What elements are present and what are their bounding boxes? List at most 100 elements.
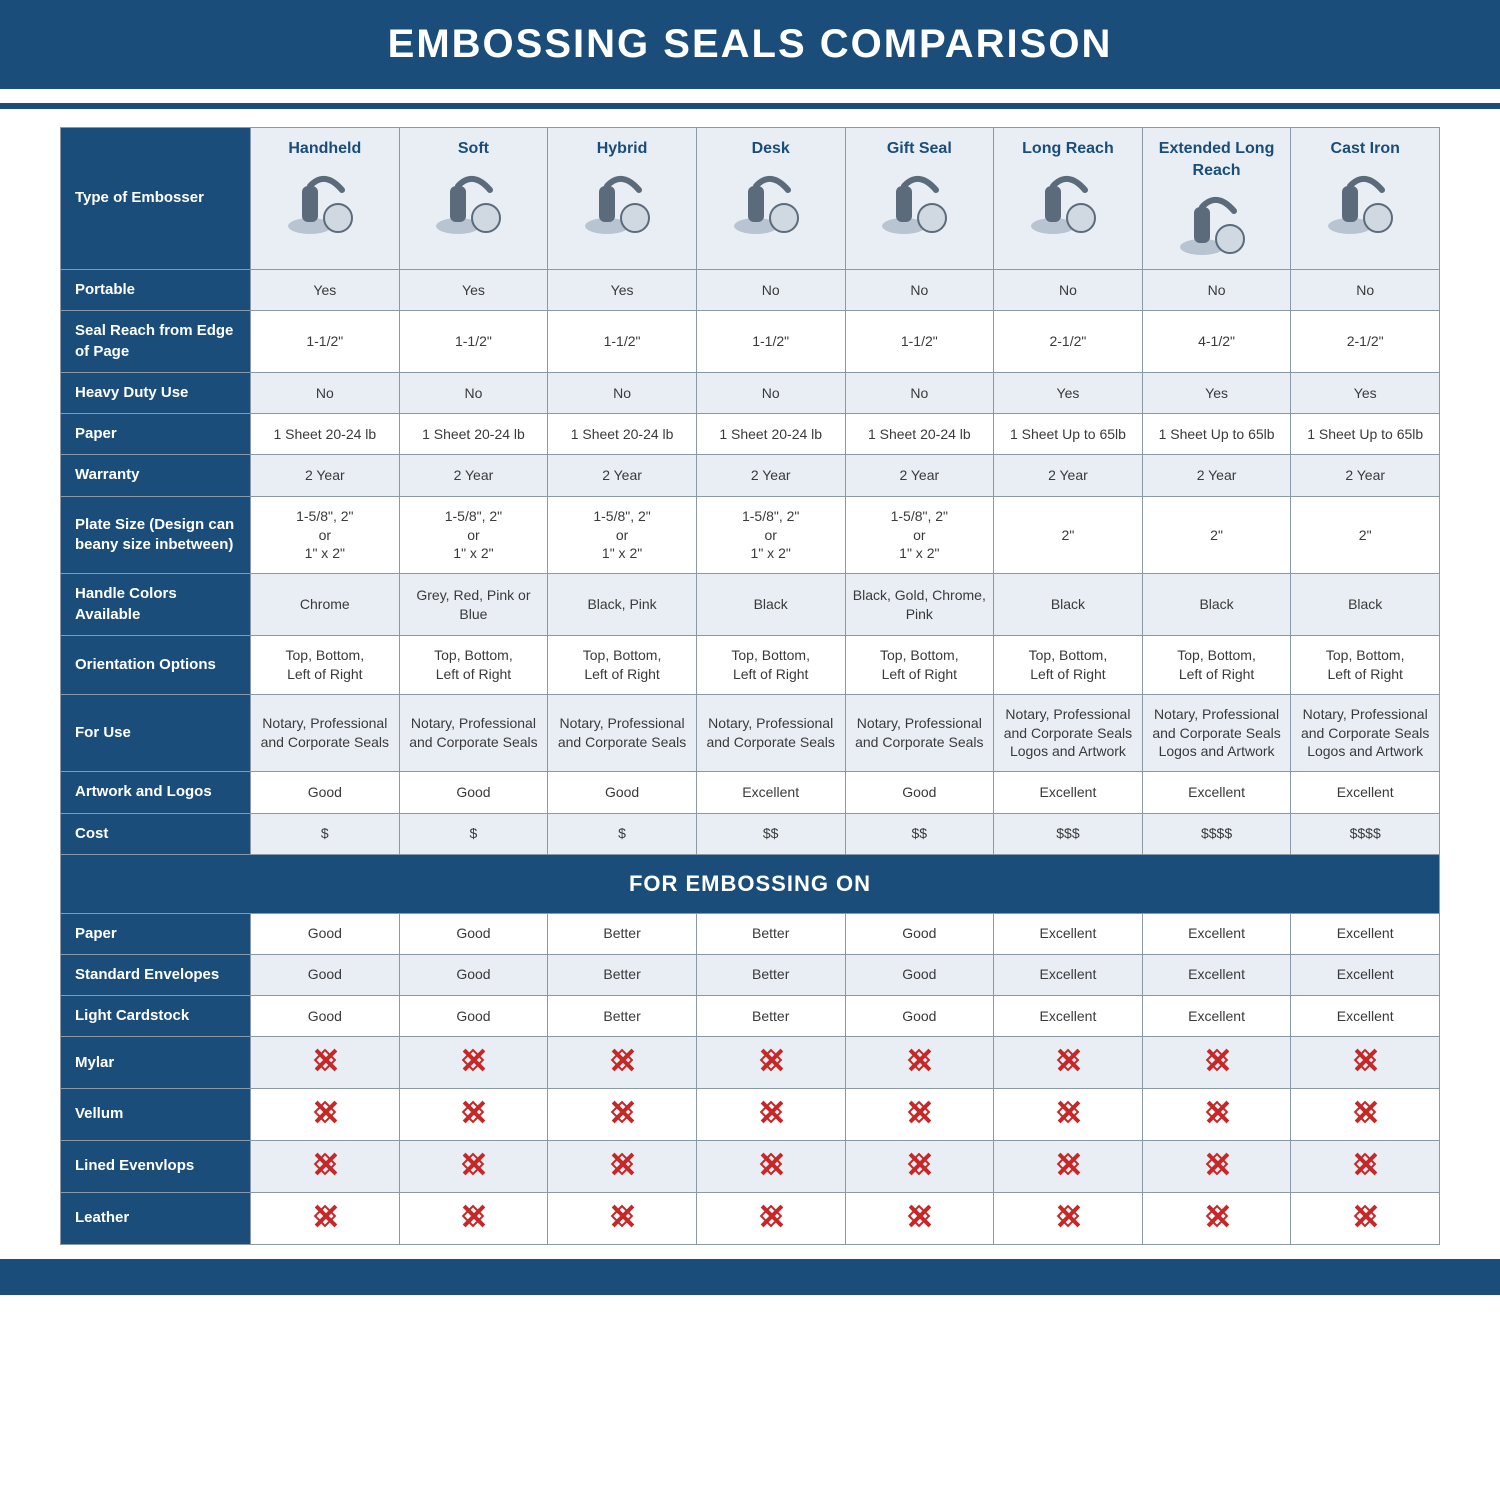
row-label: Heavy Duty Use [61, 372, 251, 413]
column-name: Extended Long Reach [1149, 138, 1285, 181]
row-label: Seal Reach from Edge of Page [61, 311, 251, 373]
table-cell: Black [994, 574, 1143, 636]
table-cell [251, 1192, 400, 1244]
table-row: Light CardstockGoodGoodBetterBetterGoodE… [61, 996, 1440, 1037]
table-cell: Good [845, 954, 994, 995]
table-row: Seal Reach from Edge of Page 1-1/2"1-1/2"… [61, 311, 1440, 373]
row-label: Artwork and Logos [61, 772, 251, 813]
not-suitable-icon [312, 1203, 338, 1229]
table-cell: Better [548, 954, 697, 995]
not-suitable-icon [460, 1203, 486, 1229]
table-cell: Good [845, 772, 994, 813]
not-suitable-icon [906, 1203, 932, 1229]
table-cell [1142, 1141, 1291, 1193]
table-cell: Notary, Professional and Corporate Seals [696, 694, 845, 772]
not-suitable-icon [758, 1203, 784, 1229]
table-cell: Excellent [1142, 913, 1291, 954]
not-suitable-icon [460, 1151, 486, 1177]
not-suitable-icon [1352, 1047, 1378, 1073]
table-cell: Top, Bottom,Left of Right [548, 635, 697, 694]
table-cell [845, 1089, 994, 1141]
not-suitable-icon [460, 1099, 486, 1125]
table-row: Lined Evenvlops [61, 1141, 1440, 1193]
table-cell: Top, Bottom,Left of Right [845, 635, 994, 694]
table-cell [696, 1141, 845, 1193]
table-cell [399, 1089, 548, 1141]
table-cell: 2 Year [845, 455, 994, 496]
table-cell [399, 1192, 548, 1244]
not-suitable-icon [758, 1151, 784, 1177]
table-cell: 1-1/2" [696, 311, 845, 373]
table-cell: Excellent [1291, 913, 1440, 954]
table-cell: 1 Sheet 20-24 lb [696, 414, 845, 455]
table-cell: Black, Gold, Chrome, Pink [845, 574, 994, 636]
table-cell [548, 1037, 697, 1089]
table-cell: Good [251, 772, 400, 813]
table-cell: No [845, 270, 994, 311]
not-suitable-icon [312, 1047, 338, 1073]
table-cell [251, 1037, 400, 1089]
not-suitable-icon [312, 1151, 338, 1177]
table-row: Warranty2 Year2 Year2 Year2 Year2 Year2 … [61, 455, 1440, 496]
table-cell: 1 Sheet Up to 65lb [994, 414, 1143, 455]
table-cell: Excellent [696, 772, 845, 813]
table-cell: Excellent [994, 954, 1143, 995]
table-cell: 2" [1291, 496, 1440, 574]
column-header: Hybrid [548, 128, 697, 270]
table-cell: Top, Bottom,Left of Right [696, 635, 845, 694]
table-cell [1291, 1037, 1440, 1089]
table-cell: Top, Bottom,Left of Right [994, 635, 1143, 694]
column-name: Long Reach [1000, 138, 1136, 160]
table-cell: Yes [994, 372, 1143, 413]
table-row: Cost$$$$$$$$$$$$$$$$$$ [61, 813, 1440, 854]
table-cell: Excellent [1291, 954, 1440, 995]
table-cell: No [399, 372, 548, 413]
table-cell: Good [399, 913, 548, 954]
table-cell: 1-1/2" [845, 311, 994, 373]
column-header: Extended Long Reach [1142, 128, 1291, 270]
table-cell [696, 1037, 845, 1089]
table-cell: Excellent [994, 772, 1143, 813]
not-suitable-icon [1352, 1151, 1378, 1177]
table-row: PortableYesYesYesNoNoNoNoNo [61, 270, 1440, 311]
table-cell: No [1142, 270, 1291, 311]
not-suitable-icon [1055, 1047, 1081, 1073]
table-cell: Top, Bottom,Left of Right [251, 635, 400, 694]
table-cell: Yes [548, 270, 697, 311]
row-label: Portable [61, 270, 251, 311]
table-cell: Good [251, 996, 400, 1037]
not-suitable-icon [1055, 1203, 1081, 1229]
table-cell: $$$$ [1291, 813, 1440, 854]
table-cell [994, 1192, 1143, 1244]
not-suitable-icon [460, 1047, 486, 1073]
table-cell: No [548, 372, 697, 413]
table-cell: 1 Sheet 20-24 lb [845, 414, 994, 455]
row-label: Standard Envelopes [61, 954, 251, 995]
table-cell: Notary, Professional and Corporate Seals [399, 694, 548, 772]
not-suitable-icon [758, 1047, 784, 1073]
table-cell: Good [399, 772, 548, 813]
table-cell: Better [548, 913, 697, 954]
not-suitable-icon [758, 1099, 784, 1125]
table-cell [548, 1089, 697, 1141]
not-suitable-icon [609, 1151, 635, 1177]
table-cell [994, 1089, 1143, 1141]
table-row: Standard EnvelopesGoodGoodBetterBetterGo… [61, 954, 1440, 995]
table-cell: 2 Year [1142, 455, 1291, 496]
row-label: Vellum [61, 1089, 251, 1141]
table-cell: Notary, Professional and Corporate Seals… [1142, 694, 1291, 772]
row-label: Cost [61, 813, 251, 854]
table-cell: 2-1/2" [994, 311, 1143, 373]
table-cell [696, 1192, 845, 1244]
not-suitable-icon [1204, 1203, 1230, 1229]
table-cell: 2 Year [548, 455, 697, 496]
table-cell [1291, 1141, 1440, 1193]
column-name: Desk [703, 138, 839, 160]
table-cell: Better [696, 996, 845, 1037]
column-name: Soft [406, 138, 542, 160]
table-cell: Excellent [1142, 772, 1291, 813]
table-cell: Grey, Red, Pink or Blue [399, 574, 548, 636]
column-header: Handheld [251, 128, 400, 270]
table-cell: 1-5/8", 2"or1" x 2" [548, 496, 697, 574]
table-cell [845, 1037, 994, 1089]
